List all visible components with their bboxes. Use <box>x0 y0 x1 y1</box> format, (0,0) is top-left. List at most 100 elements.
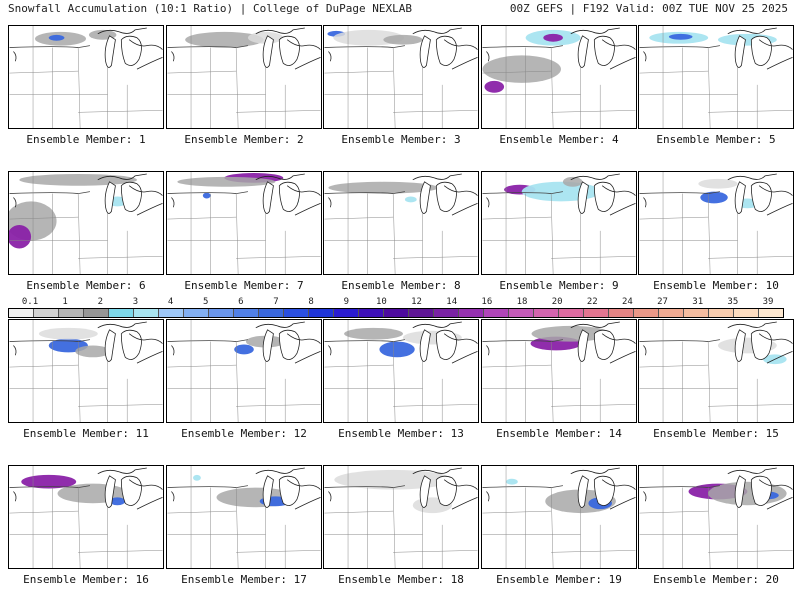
colorbar-label: 8 <box>308 297 314 307</box>
ensemble-panel: Ensemble Member: 1 <box>8 25 164 146</box>
state-boundaries <box>9 466 163 568</box>
snowfall-area <box>543 33 563 42</box>
ensemble-member-caption: Ensemble Member: 5 <box>656 133 776 146</box>
snowfall-area <box>185 31 264 48</box>
snowfall-area <box>668 33 693 40</box>
snowfall-area <box>21 474 77 489</box>
colorbar-swatch <box>284 309 309 317</box>
ensemble-panel: Ensemble Member: 6 <box>8 171 164 292</box>
snowfall-area <box>404 196 417 203</box>
colorbar-swatch <box>259 309 284 317</box>
state-boundaries <box>482 26 636 128</box>
snowfall-area <box>247 31 284 44</box>
ensemble-member-caption: Ensemble Member: 13 <box>338 427 464 440</box>
ensemble-member-caption: Ensemble Member: 17 <box>181 573 307 586</box>
snowfall-map <box>481 465 637 569</box>
snowfall-map <box>323 465 479 569</box>
snowfall-map <box>8 319 164 423</box>
snowfall-area <box>9 224 32 249</box>
colorbar-swatch <box>559 309 584 317</box>
snowfall-map <box>166 319 322 423</box>
state-boundaries <box>324 466 478 568</box>
state-boundaries <box>9 320 163 422</box>
snowfall-area <box>48 34 65 41</box>
snowfall-map <box>638 465 794 569</box>
colorbar-label: 7 <box>273 297 279 307</box>
colorbar-swatch <box>159 309 184 317</box>
title-header: Snowfall Accumulation (10:1 Ratio) | Col… <box>8 2 412 15</box>
state-boundaries <box>482 466 636 568</box>
colorbar-legend: 0.1 1 2 3 4 5 6 7 8 9 10 12 14 16 18 20 22 24 27 31 35 39 <box>8 297 784 318</box>
colorbar-label: 12 <box>411 297 422 307</box>
snowfall-map <box>166 25 322 129</box>
snowfall-area <box>700 191 728 204</box>
ensemble-member-caption: Ensemble Member: 8 <box>341 279 461 292</box>
state-boundaries <box>167 320 321 422</box>
snowfall-map <box>481 25 637 129</box>
colorbar-swatch <box>359 309 384 317</box>
state-boundaries <box>639 26 793 128</box>
snowfall-area <box>202 192 211 199</box>
colorbar-swatch <box>534 309 559 317</box>
ensemble-panel: Ensemble Member: 16 <box>8 465 164 586</box>
state-boundaries <box>482 172 636 274</box>
colorbar-swatch <box>734 309 759 317</box>
snowfall-shading <box>327 29 423 46</box>
snowfall-map <box>481 171 637 275</box>
ensemble-member-caption: Ensemble Member: 1 <box>26 133 146 146</box>
snowfall-map <box>481 319 637 423</box>
ensemble-member-caption: Ensemble Member: 3 <box>341 133 461 146</box>
snowfall-area <box>328 181 439 194</box>
snowfall-area <box>109 497 126 506</box>
colorbar-label: 2 <box>97 297 103 307</box>
colorbar-swatch <box>584 309 609 317</box>
state-boundaries <box>167 26 321 128</box>
ensemble-panel: Ensemble Member: 11 <box>8 319 164 440</box>
state-boundaries <box>324 320 478 422</box>
snowfall-shading <box>185 31 284 48</box>
snowfall-area <box>562 176 583 187</box>
ensemble-panel: Ensemble Member: 12 <box>166 319 322 440</box>
ensemble-member-caption: Ensemble Member: 15 <box>653 427 779 440</box>
snowfall-map <box>638 171 794 275</box>
ensemble-panel: Ensemble Member: 8 <box>323 171 479 292</box>
snowfall-shading <box>35 29 117 46</box>
colorbar-swatch <box>84 309 109 317</box>
snowfall-map <box>323 25 479 129</box>
snowfall-area <box>383 34 423 45</box>
colorbar-swatch <box>659 309 684 317</box>
snowfall-area <box>75 345 111 358</box>
state-boundaries <box>639 320 793 422</box>
snowfall-area <box>531 325 610 342</box>
snowfall-area <box>234 344 254 355</box>
ensemble-member-caption: Ensemble Member: 20 <box>653 573 779 586</box>
colorbar-swatch <box>709 309 734 317</box>
colorbar-swatch <box>459 309 484 317</box>
ensemble-panel: Ensemble Member: 15 <box>638 319 794 440</box>
state-boundaries <box>482 320 636 422</box>
state-boundaries <box>639 466 793 568</box>
ensemble-member-caption: Ensemble Member: 12 <box>181 427 307 440</box>
colorbar-swatch <box>184 309 209 317</box>
ensemble-panel: Ensemble Member: 7 <box>166 171 322 292</box>
ensemble-member-caption: Ensemble Member: 19 <box>496 573 622 586</box>
snowfall-area <box>506 478 518 485</box>
ensemble-member-caption: Ensemble Member: 2 <box>184 133 304 146</box>
ensemble-member-caption: Ensemble Member: 7 <box>184 279 304 292</box>
colorbar-swatch <box>309 309 334 317</box>
snowfall-area <box>344 327 403 340</box>
state-boundaries <box>9 172 163 274</box>
state-boundaries <box>324 26 478 128</box>
state-boundaries <box>324 172 478 274</box>
snowfall-area <box>177 176 276 187</box>
colorbar-label: 27 <box>657 297 668 307</box>
ensemble-panel: Ensemble Member: 14 <box>481 319 637 440</box>
snowfall-map <box>166 465 322 569</box>
colorbar-swatch <box>609 309 634 317</box>
snowfall-map <box>166 171 322 275</box>
colorbar-swatch <box>759 309 783 317</box>
colorbar-swatch <box>109 309 134 317</box>
snowfall-area <box>379 341 415 358</box>
ensemble-panel: Ensemble Member: 13 <box>323 319 479 440</box>
colorbar-swatch <box>34 309 59 317</box>
